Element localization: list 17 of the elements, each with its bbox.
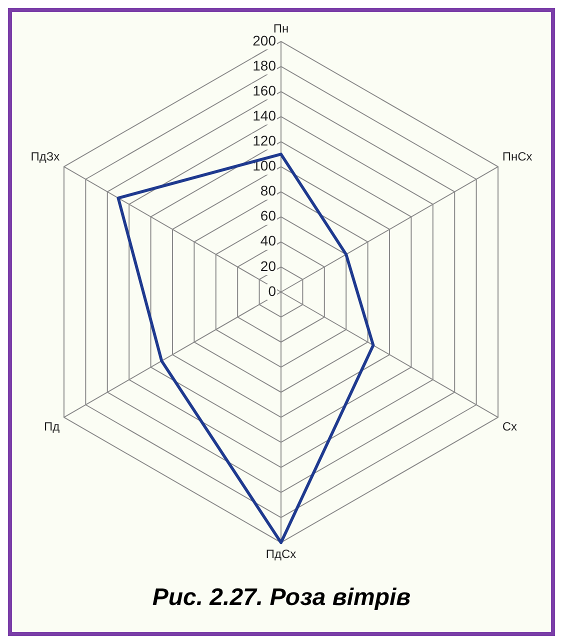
text: Рис. 2.27. Роза вітрів [151,584,412,612]
spoke-label: ПдЗх [30,149,60,164]
y-tick-label: 80 [260,182,276,199]
y-tick-label: 120 [252,132,276,148]
y-tick-label: 20 [260,258,276,274]
y-tick-label: 0 [268,282,276,299]
y-tick-label: 180 [252,57,276,74]
y-tick-label: 60 [260,208,276,224]
spoke-label: Пд [44,419,60,434]
spoke-label: ПнСх [502,149,532,164]
y-tick-label: 140 [252,107,276,124]
y-tick-label: 100 [252,158,276,174]
y-tick-label: 160 [252,82,276,98]
spoke-label: ПдСх [266,547,296,562]
spoke-label: Сх [502,419,518,434]
y-tick-label: 200 [252,32,276,48]
y-tick-label: 40 [260,232,276,249]
